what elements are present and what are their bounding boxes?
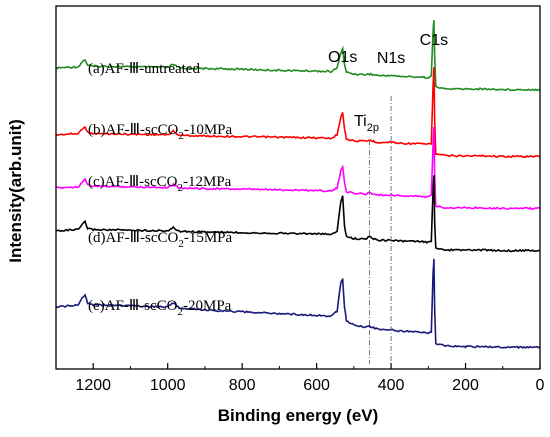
series-label: (d)AF-Ⅲ-scCO2-15MPa [88,230,233,250]
series-line [55,67,541,159]
series-label: (c)AF-Ⅲ-scCO2-12MPa [88,174,232,194]
peak-label: C1s [420,32,448,49]
x-axis-ticks: 1200 1000 800 600 400 200 0 [55,363,545,394]
series-line [56,127,541,211]
x-axis-title: Binding energy (eV) [218,406,379,425]
series-line [55,20,541,92]
series-line [55,175,540,253]
series-label: (a)AF-Ⅲ-untreated [88,61,200,77]
series-label: (e)AF-Ⅲ-scCO2-20MPa [88,298,232,318]
x-tick-label: 0 [536,377,545,394]
series-line [55,258,541,350]
plot-frame [55,5,541,370]
peak-label: Ti2p [354,113,379,134]
x-tick-label: 1200 [75,377,111,394]
peak-label: O1s [328,49,357,66]
y-axis-title: Intensity(arb.unit) [6,119,25,263]
peak-label: N1s [377,50,405,67]
series-labels: (a)AF-Ⅲ-untreated (b)AF-Ⅲ-scCO2-10MPa (c)A… [88,61,233,318]
trace-group [55,20,541,350]
x-tick-label: 600 [303,377,330,394]
x-tick-label: 400 [378,377,405,394]
x-tick-label: 1000 [150,377,186,394]
reference-lines [369,96,392,364]
series-label: (b)AF-Ⅲ-scCO2-10MPa [88,122,233,142]
x-tick-label: 800 [229,377,256,394]
x-tick-label: 200 [452,377,479,394]
peak-labels: O1s N1s C1s Ti2p [328,32,448,134]
